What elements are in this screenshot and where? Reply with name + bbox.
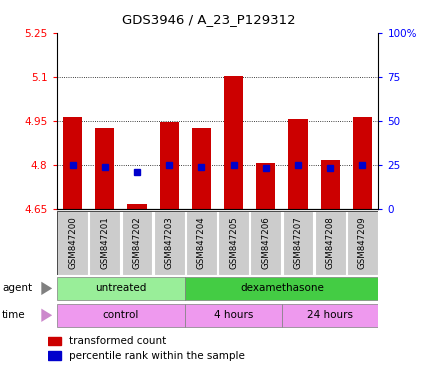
Bar <box>191 128 210 209</box>
Bar <box>185 211 217 275</box>
Polygon shape <box>41 282 52 295</box>
Polygon shape <box>41 309 52 322</box>
Text: dexamethasone: dexamethasone <box>240 283 323 293</box>
Bar <box>346 211 377 275</box>
Bar <box>56 303 185 327</box>
Text: untreated: untreated <box>95 283 146 293</box>
Bar <box>250 211 281 275</box>
Text: GSM847205: GSM847205 <box>229 217 237 269</box>
Bar <box>185 303 281 327</box>
Bar <box>56 276 185 300</box>
Bar <box>63 116 82 209</box>
Bar <box>314 211 345 275</box>
Text: GSM847200: GSM847200 <box>68 217 77 269</box>
Text: percentile rank within the sample: percentile rank within the sample <box>69 351 245 361</box>
Text: GSM847204: GSM847204 <box>197 217 205 269</box>
Text: agent: agent <box>2 283 32 293</box>
Text: GSM847202: GSM847202 <box>132 217 141 269</box>
Text: GSM847209: GSM847209 <box>357 217 366 269</box>
Bar <box>48 337 61 345</box>
Bar <box>121 211 152 275</box>
Text: GSM847201: GSM847201 <box>100 217 109 269</box>
Bar <box>127 204 146 209</box>
Bar <box>224 76 243 209</box>
Bar <box>217 211 249 275</box>
Bar <box>256 163 275 209</box>
Bar <box>281 303 378 327</box>
Text: 4 hours: 4 hours <box>214 310 253 320</box>
Bar <box>352 116 371 209</box>
Bar <box>282 211 313 275</box>
Text: control: control <box>102 310 139 320</box>
Text: GDS3946 / A_23_P129312: GDS3946 / A_23_P129312 <box>122 13 295 26</box>
Text: GSM847206: GSM847206 <box>261 217 270 269</box>
Bar <box>95 128 114 209</box>
Bar <box>89 211 120 275</box>
Bar <box>48 351 61 359</box>
Bar <box>159 122 178 209</box>
Bar <box>185 276 378 300</box>
Bar <box>153 211 184 275</box>
Text: 24 hours: 24 hours <box>306 310 352 320</box>
Bar <box>57 211 88 275</box>
Text: transformed count: transformed count <box>69 336 166 346</box>
Text: time: time <box>2 310 26 320</box>
Text: GSM847208: GSM847208 <box>325 217 334 269</box>
Bar <box>288 119 307 209</box>
Text: GSM847207: GSM847207 <box>293 217 302 269</box>
Text: GSM847203: GSM847203 <box>164 217 173 269</box>
Bar <box>320 160 339 209</box>
